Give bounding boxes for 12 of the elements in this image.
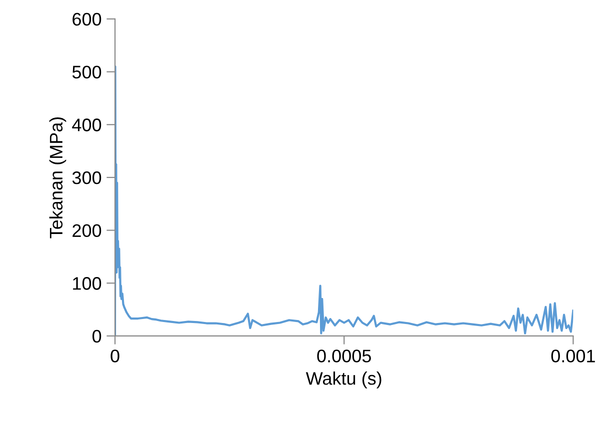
x-tick-label: 0.001 xyxy=(551,350,595,362)
y-tick-label: 500 xyxy=(72,66,102,78)
y-tick-label: 300 xyxy=(72,171,102,184)
y-tick-label: 0 xyxy=(92,330,102,343)
y-tick-label: 200 xyxy=(72,224,102,238)
y-tick-label: 400 xyxy=(72,118,102,132)
y-tick-label: 100 xyxy=(73,277,102,290)
x-axis-title: Waktu (s) xyxy=(306,372,382,388)
y-tick-label: 600 xyxy=(72,12,102,26)
x-tick-label: 0 xyxy=(110,350,120,362)
x-tick-label: 0.0005 xyxy=(317,350,371,362)
y-axis-title: Tekanan (MPa) xyxy=(49,117,66,238)
